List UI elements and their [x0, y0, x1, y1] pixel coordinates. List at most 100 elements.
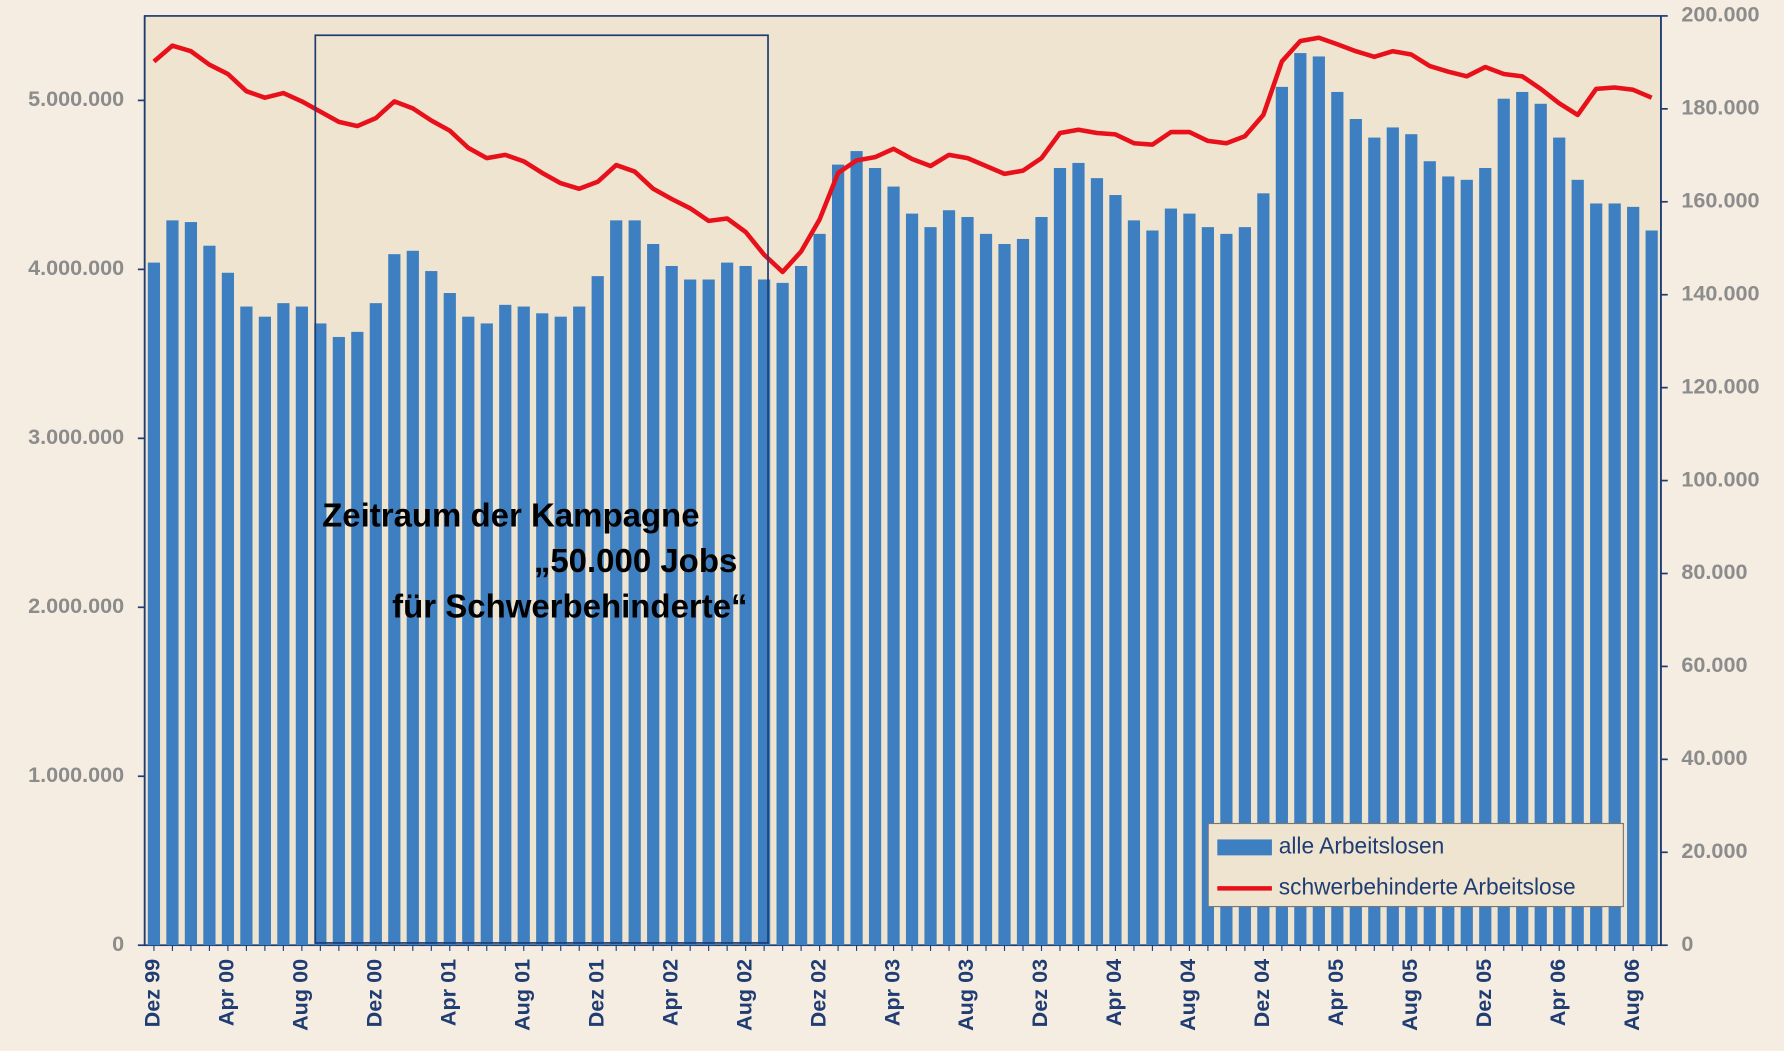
bar: [1553, 137, 1566, 946]
bar: [1534, 103, 1547, 946]
bar: [795, 265, 808, 946]
bar: [1386, 127, 1399, 946]
legend-swatch: [1217, 839, 1272, 856]
bar: [277, 303, 290, 946]
y2-tick-label: 60.000: [1681, 652, 1747, 677]
bar: [591, 276, 604, 946]
bar: [1497, 98, 1510, 946]
campaign-box: [314, 34, 769, 944]
bar: [1238, 227, 1251, 946]
bar: [1109, 195, 1122, 946]
bar: [1294, 53, 1307, 946]
x-tick-label: Aug 05: [1397, 959, 1422, 1031]
bar: [554, 316, 567, 946]
bar: [684, 279, 697, 946]
x-tick-label: Dez 05: [1471, 959, 1496, 1027]
x-tick-label: Dez 02: [805, 959, 830, 1027]
bar: [1608, 203, 1621, 946]
bar: [942, 210, 956, 946]
x-tick-label: Apr 01: [435, 959, 460, 1026]
bar: [1053, 167, 1067, 946]
x-tick-label: Apr 04: [1101, 959, 1126, 1026]
bar: [1516, 91, 1529, 946]
bar: [1257, 193, 1270, 946]
bar: [924, 227, 937, 946]
bar: [480, 323, 493, 946]
legend-box: [1207, 822, 1624, 908]
x-tick-label: Aug 06: [1619, 959, 1644, 1031]
bar: [295, 306, 308, 946]
annotation: für Schwerbehinderte“: [392, 587, 747, 624]
x-tick-label: Aug 01: [509, 959, 534, 1031]
x-tick-label: Dez 99: [140, 959, 165, 1027]
x-tick-label: Aug 03: [953, 959, 978, 1031]
y2-tick-label: 0: [1681, 931, 1693, 956]
y2-tick-label: 200.000: [1681, 2, 1759, 27]
bar: [369, 303, 382, 946]
bar: [1090, 178, 1104, 946]
y2-tick-label: 160.000: [1681, 187, 1759, 212]
y-tick-label: 0: [112, 931, 124, 956]
bar: [258, 316, 271, 946]
bar: [1312, 56, 1325, 946]
bar: [462, 316, 475, 946]
bar: [887, 186, 900, 946]
bar: [739, 265, 752, 946]
bar: [517, 306, 530, 946]
bar: [628, 220, 641, 946]
bar: [203, 245, 216, 946]
bar: [1164, 208, 1178, 946]
bar: [443, 293, 456, 946]
bar: [425, 271, 438, 946]
y2-tick-label: 20.000: [1681, 838, 1747, 863]
bar: [1442, 176, 1455, 946]
bar: [1368, 137, 1381, 946]
bar: [665, 265, 678, 946]
y2-tick-label: 120.000: [1681, 373, 1759, 398]
bar: [850, 151, 863, 946]
x-tick-label: Dez 01: [583, 959, 608, 1027]
bar: [1405, 134, 1418, 946]
annotation: Zeitraum der Kampagne: [322, 496, 699, 533]
bar: [573, 306, 586, 946]
bar: [147, 262, 161, 946]
y2-tick-label: 140.000: [1681, 280, 1759, 305]
y2-tick-label: 100.000: [1681, 466, 1759, 491]
bar: [314, 323, 327, 946]
bar: [1590, 203, 1603, 946]
bar: [184, 222, 198, 946]
annotation: „50.000 Jobs: [534, 542, 737, 579]
bar: [610, 220, 623, 946]
bar: [1072, 162, 1085, 946]
bar: [351, 331, 364, 946]
bar: [776, 282, 789, 946]
bar: [813, 233, 826, 946]
x-tick-label: Apr 00: [214, 959, 239, 1026]
bar: [998, 244, 1011, 946]
bar: [332, 336, 345, 946]
bar: [1627, 206, 1640, 946]
y-tick-label: 2.000.000: [28, 593, 124, 618]
bar: [166, 220, 179, 946]
bar: [1183, 213, 1196, 946]
bar: [905, 213, 919, 946]
bar: [388, 254, 401, 946]
bar: [1127, 220, 1141, 946]
bar: [1460, 179, 1473, 946]
bar: [221, 272, 235, 946]
x-tick-label: Aug 04: [1175, 959, 1200, 1031]
bar: [499, 304, 512, 946]
x-tick-label: Dez 03: [1027, 959, 1052, 1027]
bar: [1349, 118, 1362, 946]
line: [152, 35, 1653, 275]
bar: [1220, 233, 1233, 946]
bar: [868, 167, 882, 946]
x-tick-label: Dez 00: [362, 959, 387, 1027]
y2-tick-label: 40.000: [1681, 745, 1747, 770]
bar: [1201, 227, 1214, 946]
x-tick-label: Apr 02: [657, 959, 682, 1026]
bar: [1479, 167, 1492, 946]
legend-label: schwerbehinderte Arbeitslose: [1279, 873, 1576, 899]
legend-label: alle Arbeitslosen: [1279, 832, 1445, 858]
